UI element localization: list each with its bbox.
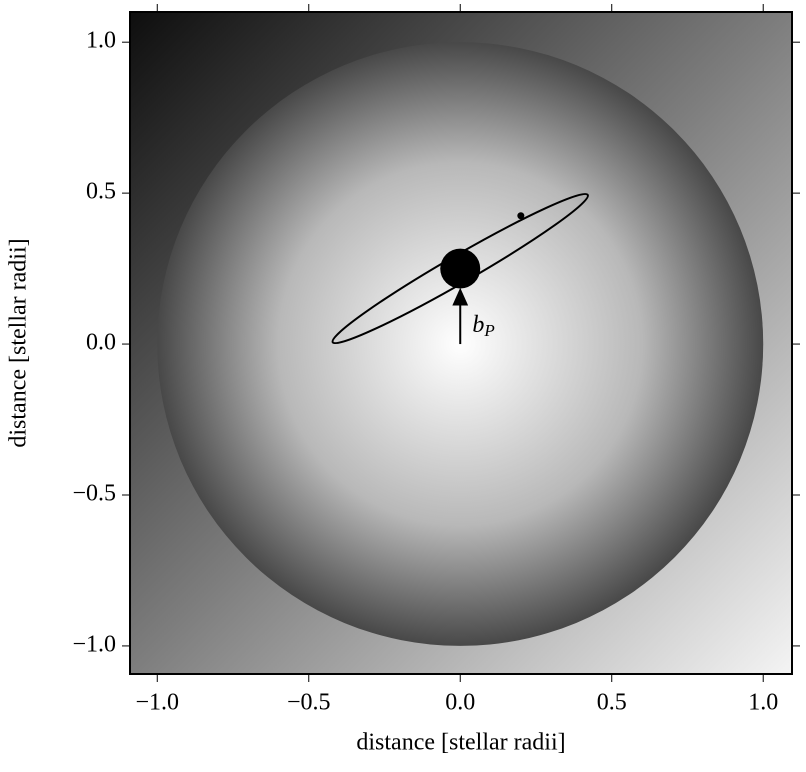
- planet: [440, 248, 481, 289]
- annotation-base: b: [472, 311, 484, 337]
- y-tick-label: 0.5: [86, 179, 116, 205]
- x-tick-label: −0.5: [287, 690, 331, 716]
- y-tick-label: 0.0: [86, 330, 116, 356]
- x-tick-label: 1.0: [748, 690, 778, 716]
- y-axis-label: distance [stellar radii]: [6, 238, 32, 447]
- annotation-subscript: P: [483, 321, 494, 340]
- plot-area: [157, 42, 764, 646]
- annotation: bP: [472, 311, 494, 339]
- x-tick-label: −1.0: [135, 690, 179, 716]
- x-axis-label: distance [stellar radii]: [356, 730, 565, 756]
- x-tick-label: 0.5: [597, 690, 627, 716]
- y-tick-label: 1.0: [86, 28, 116, 54]
- y-tick-label: −1.0: [72, 631, 116, 657]
- frame: [129, 11, 793, 675]
- y-tick-label: −0.5: [72, 480, 116, 506]
- marker: [517, 212, 525, 220]
- x-tick-label: 0.0: [445, 690, 475, 716]
